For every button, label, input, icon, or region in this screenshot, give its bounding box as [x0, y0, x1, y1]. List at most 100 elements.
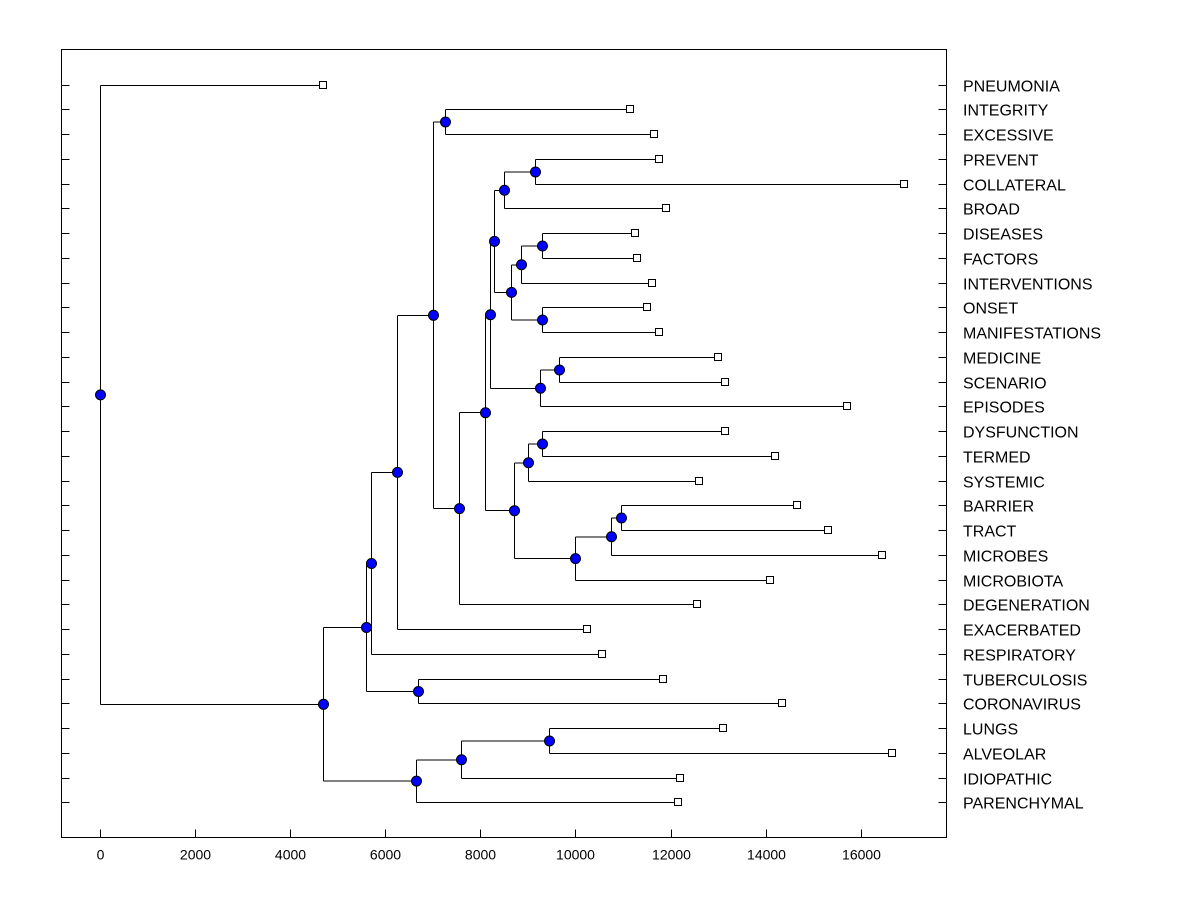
leaf-label-dysfunction: DYSFUNCTION: [963, 425, 1079, 442]
leaf-marker-scenario: [721, 378, 729, 386]
leaf-label-collateral: COLLATERAL: [963, 178, 1066, 195]
leaf-label-systemic: SYSTEMIC: [963, 475, 1045, 492]
leaf-marker-medicine: [714, 353, 722, 361]
leaf-marker-termed: [771, 452, 779, 460]
leaf-label-parenchymal: PARENCHYMAL: [963, 796, 1084, 813]
merge-node-n23: [413, 686, 424, 697]
leaf-label-respiratory: RESPIRATORY: [963, 648, 1076, 665]
leaf-label-coronavirus: CORONAVIRUS: [963, 697, 1081, 714]
merge-node-n15: [606, 531, 617, 543]
leaf-label-tuberculosis: TUBERCULOSIS: [963, 673, 1087, 690]
leaf-marker-tract: [824, 526, 832, 534]
x-tick-label-16000: 16000: [842, 847, 881, 863]
merge-node-n14: [616, 512, 627, 524]
merge-node-n25: [544, 735, 555, 747]
merge-node-n18: [480, 407, 491, 419]
merge-node-n27: [411, 775, 422, 787]
merge-node-n19: [454, 503, 465, 515]
leaf-label-factors: FACTORS: [963, 252, 1038, 269]
x-tick-label-8000: 8000: [465, 847, 496, 863]
leaf-marker-dysfunction: [721, 427, 729, 435]
x-tick-label-6000: 6000: [370, 847, 401, 863]
leaf-marker-microbes: [878, 551, 886, 559]
leaf-label-scenario: SCENARIO: [963, 376, 1047, 393]
merge-node-n2: [530, 166, 541, 178]
leaf-label-pneumonia: PNEUMONIA: [963, 79, 1060, 96]
merge-node-n17: [509, 505, 520, 517]
merge-node-n1: [440, 116, 451, 128]
merge-node-n29: [95, 389, 106, 401]
leaf-marker-interventions: [648, 279, 656, 287]
merge-node-n16: [570, 553, 581, 565]
x-axis: 0 2000 4000 6000 8000 10000 12000 14000 16000: [97, 829, 881, 863]
leaf-marker-integrity: [626, 105, 634, 113]
leaf-label-degeneration: DEGENERATION: [963, 598, 1090, 615]
merge-node-n13: [523, 457, 534, 469]
leaf-marker-pneumonia: [319, 81, 327, 89]
leaf-marker-collateral: [900, 180, 908, 188]
merge-node-n8: [489, 235, 500, 247]
leaf-marker-diseases: [631, 229, 639, 237]
merge-node-n7: [506, 286, 517, 298]
leaf-marker-episodes: [843, 402, 851, 410]
leaf-label-barrier: BARRIER: [963, 499, 1034, 516]
plot-frame: [61, 49, 947, 838]
merge-node-n12: [537, 438, 548, 450]
leaf-label-alveolar: ALVEOLAR: [963, 747, 1046, 764]
leaf-marker-microbiota: [766, 576, 774, 584]
leaf-labels: PNEUMONIA INTEGRITY EXCESSIVE PREVENT COLLAT…: [963, 79, 1101, 813]
x-tick-label-4000: 4000: [275, 847, 306, 863]
leaf-label-prevent: PREVENT: [963, 153, 1039, 170]
merge-node-n9: [554, 364, 565, 376]
x-tick-label-14000: 14000: [747, 847, 786, 863]
leaf-marker-onset: [643, 303, 651, 311]
leaf-marker-degeneration: [693, 600, 701, 608]
leaf-label-exacerbated: EXACERBATED: [963, 623, 1081, 640]
leaf-label-microbes: MICROBES: [963, 549, 1048, 566]
leaf-label-tract: TRACT: [963, 524, 1017, 541]
leaf-label-interventions: INTERVENTIONS: [963, 277, 1093, 294]
leaf-label-microbiota: MICROBIOTA: [963, 574, 1063, 591]
merge-node-markers: [95, 116, 627, 787]
leaf-marker-lungs: [719, 724, 727, 732]
leaf-label-termed: TERMED: [963, 450, 1031, 467]
leaf-label-medicine: MEDICINE: [963, 351, 1041, 368]
x-tick-label-12000: 12000: [652, 847, 691, 863]
merge-node-n28: [318, 698, 329, 710]
merge-node-n26: [456, 754, 467, 766]
x-tick-label-0: 0: [97, 847, 105, 863]
leaf-label-excessive: EXCESSIVE: [963, 128, 1054, 145]
leaf-marker-manifestations: [655, 328, 663, 336]
merge-node-n21: [392, 466, 403, 478]
merge-node-n6: [537, 314, 548, 326]
leaf-marker-parenchymal: [674, 798, 682, 806]
leaf-marker-excessive: [650, 130, 658, 138]
merge-node-n5: [516, 259, 527, 271]
leaf-marker-prevent: [655, 155, 663, 163]
leaf-markers: [319, 81, 908, 806]
leaf-marker-coronavirus: [778, 699, 786, 707]
leaf-marker-barrier: [793, 501, 801, 509]
merge-node-n24: [361, 621, 372, 633]
x-tick-label-10000: 10000: [556, 847, 595, 863]
merge-node-n11: [485, 309, 496, 321]
leaf-label-lungs: LUNGS: [963, 722, 1018, 739]
leaf-marker-exacerbated: [583, 625, 591, 633]
leaf-marker-idiopathic: [676, 774, 684, 782]
leaf-label-onset: ONSET: [963, 301, 1018, 318]
leaf-label-episodes: EPISODES: [963, 400, 1045, 417]
leaf-marker-factors: [633, 254, 641, 262]
merge-node-n20: [428, 309, 439, 321]
leaf-marker-tuberculosis: [659, 675, 667, 683]
merge-node-n22: [366, 557, 377, 569]
leaf-marker-alveolar: [888, 749, 896, 757]
leaf-label-idiopathic: IDIOPATHIC: [963, 772, 1052, 789]
merge-node-n10: [535, 382, 546, 394]
merge-node-n3: [499, 184, 510, 196]
merge-node-n4: [537, 240, 548, 252]
leaf-label-integrity: INTEGRITY: [963, 103, 1049, 120]
x-tick-label-2000: 2000: [180, 847, 211, 863]
leaf-marker-systemic: [695, 477, 703, 485]
leaf-marker-broad: [662, 204, 670, 212]
